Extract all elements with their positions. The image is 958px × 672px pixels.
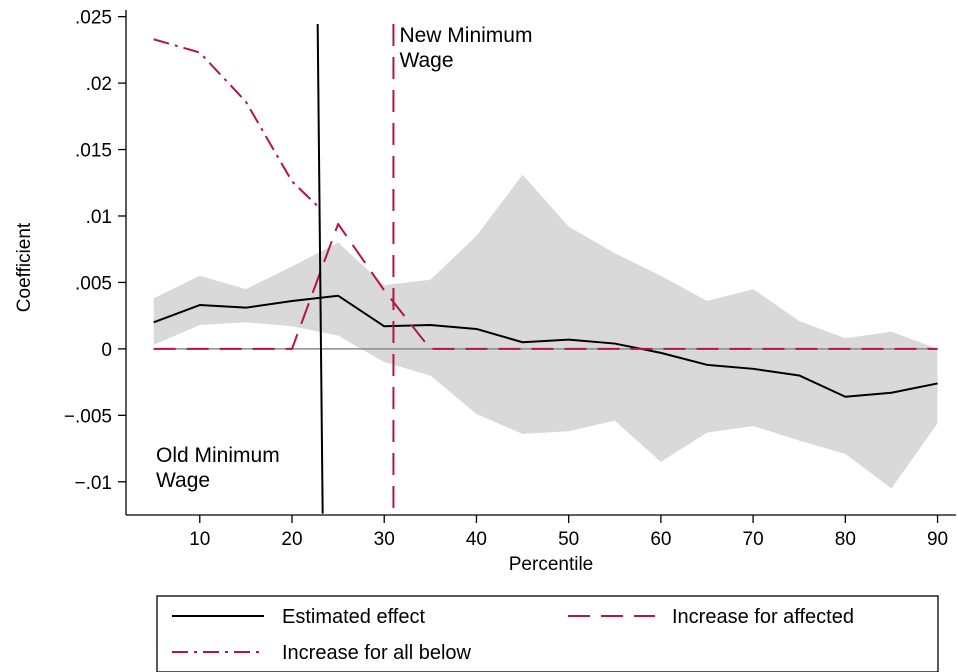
legend-box xyxy=(156,595,939,672)
y-axis-title: Coefficient xyxy=(14,222,35,312)
annotation-new-minimum-wage-line1: New Minimum xyxy=(399,24,532,47)
series-estimated-effect-line xyxy=(153,294,938,398)
series-increase-for-affected-line xyxy=(153,222,938,350)
legend-label-estimated-effect: Estimated effect xyxy=(282,606,425,628)
confidence-band xyxy=(153,174,938,489)
x-axis-title: Percentile xyxy=(509,554,594,575)
legend: Estimated effect Increase for affected I… xyxy=(156,595,939,672)
y-tick-label: −.01 xyxy=(74,473,112,494)
y-axis-ticks: −.01 −.005 0 .005 .01 .015 .02 .025 xyxy=(64,8,126,494)
annotation-new-minimum-wage-line2: Wage xyxy=(399,49,453,72)
legend-label-increase-for-affected: Increase for affected xyxy=(672,606,854,628)
x-tick-label: 50 xyxy=(558,529,579,550)
x-tick-label: 60 xyxy=(650,529,671,550)
x-tick-label: 70 xyxy=(743,529,764,550)
x-tick-label: 20 xyxy=(281,529,302,550)
series-increase-for-all-below-line xyxy=(153,38,321,209)
plot-area xyxy=(153,23,938,514)
reference-line-old-minimum-wage xyxy=(316,23,324,514)
y-tick-label: 0 xyxy=(101,340,112,361)
y-tick-label: .02 xyxy=(86,74,112,95)
x-tick-label: 30 xyxy=(374,529,395,550)
y-tick-label: −.005 xyxy=(64,406,112,427)
x-tick-label: 80 xyxy=(835,529,856,550)
annotation-old-minimum-wage-line1: Old Minimum xyxy=(156,444,280,467)
y-tick-label: .015 xyxy=(75,141,112,162)
legend-label-increase-for-all-below: Increase for all below xyxy=(282,642,472,664)
x-tick-label: 10 xyxy=(189,529,210,550)
x-axis-ticks: 10 20 30 40 50 60 70 80 90 xyxy=(189,515,948,550)
y-tick-label: .025 xyxy=(75,8,112,29)
annotation-old-minimum-wage-line2: Wage xyxy=(156,469,210,492)
x-tick-label: 90 xyxy=(927,529,948,550)
x-tick-label: 40 xyxy=(466,529,487,550)
y-tick-label: .005 xyxy=(75,273,112,294)
y-tick-label: .01 xyxy=(86,207,112,228)
